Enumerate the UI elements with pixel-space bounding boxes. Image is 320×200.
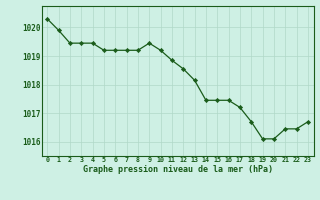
X-axis label: Graphe pression niveau de la mer (hPa): Graphe pression niveau de la mer (hPa) bbox=[83, 165, 273, 174]
